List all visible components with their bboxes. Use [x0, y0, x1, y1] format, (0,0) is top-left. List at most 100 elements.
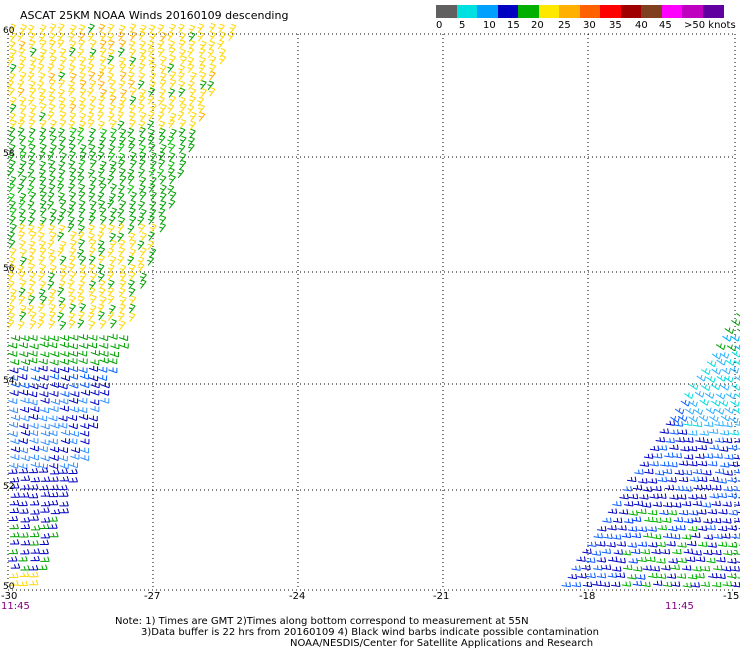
wind-barb: [97, 167, 105, 178]
wind-barb: [168, 152, 176, 162]
wind-barb: [139, 111, 147, 122]
wind-barb: [654, 470, 665, 476]
wind-barb: [720, 383, 730, 391]
wind-barb: [107, 199, 115, 209]
legend-label: 40: [635, 20, 648, 31]
wind-barb: [79, 430, 90, 437]
latitude-label: 58: [3, 149, 15, 159]
wind-barb: [77, 126, 85, 137]
wind-barb: [40, 476, 51, 482]
wind-barb: [27, 184, 35, 195]
wind-barb: [596, 557, 607, 563]
wind-barb: [708, 428, 719, 435]
wind-barb: [666, 540, 676, 547]
wind-barb: [631, 532, 642, 539]
wind-barb: [39, 191, 47, 201]
wind-barb: [38, 111, 46, 122]
wind-barb: [18, 389, 29, 396]
wind-barb: [665, 437, 675, 444]
wind-barb: [178, 96, 186, 107]
wind-barb: [98, 246, 106, 257]
wind-barb: [99, 215, 107, 225]
wind-barb: [139, 232, 147, 242]
wind-barb: [119, 39, 127, 49]
wind-barb: [77, 248, 84, 259]
wind-barb: [27, 71, 35, 82]
wind-barb: [167, 135, 175, 146]
wind-barb: [49, 335, 59, 342]
wind-barb: [59, 405, 69, 412]
wind-barb: [89, 95, 97, 105]
wind-barb: [129, 23, 137, 33]
wind-barb: [713, 533, 723, 540]
wind-barb: [716, 358, 726, 366]
wind-barb: [673, 516, 684, 523]
wind-barb: [137, 256, 145, 267]
wind-barb: [100, 382, 110, 389]
wind-barb: [627, 526, 638, 532]
wind-barb: [37, 63, 45, 73]
wind-barb: [190, 71, 197, 82]
wind-barb: [47, 110, 55, 121]
wind-barb: [118, 158, 125, 169]
wind-barb: [734, 501, 740, 507]
legend-swatch: [477, 5, 498, 18]
wind-barb: [68, 255, 76, 265]
wind-barb: [89, 127, 96, 138]
wind-barb: [109, 239, 117, 250]
wind-barb: [69, 239, 77, 250]
wind-barb: [17, 119, 25, 129]
wind-barb: [7, 271, 15, 282]
wind-barb: [669, 444, 679, 450]
wind-barb: [127, 224, 135, 234]
wind-barb: [27, 200, 35, 210]
legend-swatch: [702, 5, 724, 18]
wind-barb: [107, 48, 115, 59]
legend-swatch: [682, 5, 703, 18]
wind-barb: [602, 517, 612, 523]
wind-barb: [48, 78, 56, 89]
wind-barb: [20, 248, 27, 258]
wind-barb: [68, 135, 76, 146]
wind-barb: [68, 32, 76, 42]
wind-barb: [561, 581, 572, 588]
wind-barb: [680, 399, 691, 407]
wind-barb: [702, 470, 712, 476]
wind-barb: [69, 175, 76, 185]
wind-barb: [611, 581, 621, 588]
wind-barb: [60, 264, 67, 274]
wind-barb: [138, 72, 146, 82]
wind-barb: [99, 55, 107, 66]
wind-barb: [671, 502, 682, 508]
wind-barb: [138, 184, 146, 195]
wind-barb: [19, 532, 29, 538]
wind-barb: [107, 39, 115, 50]
wind-barb: [603, 533, 613, 540]
wind-barb: [8, 256, 16, 267]
wind-barb: [28, 263, 36, 273]
wind-barb: [69, 112, 77, 122]
wind-barb: [682, 486, 692, 492]
wind-barb: [199, 80, 207, 90]
wind-barb: [59, 463, 69, 470]
wind-barb: [9, 390, 19, 397]
wind-barb: [28, 80, 36, 90]
wind-barb: [703, 549, 713, 556]
wind-barb: [28, 467, 39, 474]
wind-barb: [728, 461, 739, 467]
wind-barb: [717, 525, 728, 532]
wind-barb: [29, 47, 37, 57]
wind-barb: [737, 577, 740, 579]
wind-barb: [127, 184, 135, 194]
wind-barb: [19, 239, 26, 250]
wind-barb: [68, 216, 75, 226]
wind-barb: [697, 541, 708, 548]
wind-barb: [38, 94, 46, 105]
wind-barb: [69, 303, 76, 314]
wind-barb: [138, 223, 146, 234]
wind-barb: [119, 200, 127, 210]
wind-barb: [117, 312, 125, 322]
wind-barb: [137, 216, 145, 226]
wind-barb: [696, 374, 707, 382]
wind-barb: [639, 461, 650, 467]
